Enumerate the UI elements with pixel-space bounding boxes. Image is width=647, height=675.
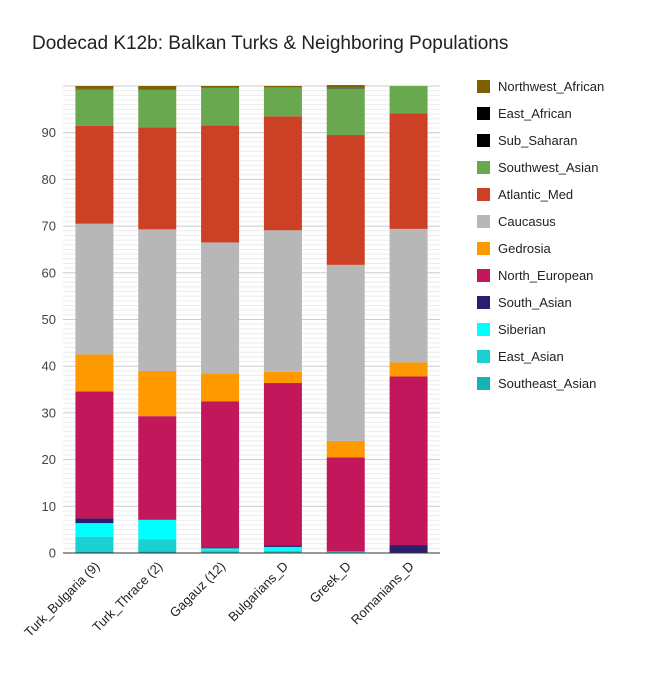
- bar-segment: [263, 86, 302, 88]
- bar-segment: [326, 440, 365, 458]
- x-category-label: Turk_Bulgaria (9): [21, 559, 102, 640]
- bar-segment: [326, 264, 365, 441]
- bar-segment: [75, 391, 114, 519]
- bar-segment: [389, 228, 428, 363]
- legend-swatch: [477, 215, 490, 228]
- bar-segment: [201, 242, 240, 374]
- x-category-label: Gagauz (12): [166, 559, 228, 621]
- legend-swatch: [477, 80, 490, 93]
- bar-segment: [263, 546, 302, 551]
- y-tick-label: 10: [42, 499, 56, 514]
- bar-segment: [138, 89, 177, 128]
- bar-segment: [75, 354, 114, 392]
- legend-label: North_European: [498, 268, 593, 283]
- y-tick-label: 30: [42, 405, 56, 420]
- bar-segment: [138, 519, 177, 540]
- bar-segment: [201, 373, 240, 402]
- bar-segment: [75, 89, 114, 126]
- bar-segment: [326, 85, 365, 88]
- bar-segment: [138, 416, 177, 520]
- legend-label: Northwest_African: [498, 79, 604, 94]
- y-tick-label: 90: [42, 125, 56, 140]
- bar-segment: [201, 86, 240, 88]
- bar-segment: [389, 86, 428, 114]
- legend-label: Atlantic_Med: [498, 187, 573, 202]
- bar-segment: [389, 545, 428, 553]
- bar-segment: [75, 223, 114, 355]
- bar-segment: [326, 88, 365, 136]
- bar-segment: [263, 230, 302, 372]
- bar-segment: [138, 127, 177, 230]
- legend-swatch: [477, 377, 490, 390]
- legend-swatch: [477, 350, 490, 363]
- y-tick-label: 80: [42, 172, 56, 187]
- legend-swatch: [477, 323, 490, 336]
- bar-segment: [263, 116, 302, 231]
- bar-segment: [138, 551, 177, 553]
- bar-segment: [326, 135, 365, 265]
- legend-label: East_Asian: [498, 349, 564, 364]
- legend-label: Sub_Saharan: [498, 133, 578, 148]
- legend-swatch: [477, 296, 490, 309]
- bar-segment: [201, 401, 240, 548]
- legend: Northwest_African East_African Sub_Saharan…: [477, 79, 604, 391]
- bar-segment: [75, 523, 114, 537]
- bar-segment: [263, 383, 302, 546]
- y-tick-label: 50: [42, 312, 56, 327]
- gridlines: [63, 85, 440, 549]
- y-tick-label: 60: [42, 265, 56, 280]
- legend-swatch: [477, 269, 490, 282]
- bar-segment: [389, 362, 428, 377]
- bar-segment: [201, 550, 240, 553]
- chart-title: Dodecad K12b: Balkan Turks & Neighboring…: [32, 33, 509, 54]
- bar-segment: [138, 370, 177, 417]
- x-category-label: Greek_D: [306, 559, 353, 606]
- legend-swatch: [477, 188, 490, 201]
- bar-segment: [263, 87, 302, 117]
- bar-segment: [138, 86, 177, 90]
- legend-swatch: [477, 161, 490, 174]
- legend-swatch: [477, 242, 490, 255]
- y-tick-label: 70: [42, 219, 56, 234]
- bar-segment: [201, 125, 240, 243]
- x-category-label: Bulgarians_D: [225, 559, 291, 625]
- bars: [75, 85, 428, 553]
- bar-segment: [75, 86, 114, 89]
- legend-label: Gedrosia: [498, 241, 552, 256]
- legend-label: Siberian: [498, 322, 546, 337]
- y-tick-label: 20: [42, 452, 56, 467]
- y-tick-label: 40: [42, 359, 56, 374]
- bar-segment: [201, 87, 240, 126]
- bar-segment: [138, 539, 177, 552]
- legend-swatch: [477, 134, 490, 147]
- bar-segment: [138, 229, 177, 371]
- y-tick-label: 0: [49, 546, 56, 561]
- bar-segment: [263, 371, 302, 384]
- legend-label: Southeast_Asian: [498, 376, 596, 391]
- bar-segment: [389, 376, 428, 546]
- legend-label: South_Asian: [498, 295, 572, 310]
- bar-segment: [389, 113, 428, 229]
- y-axis-ticks: 0 10 20 30 40 50 60 70 80 90: [42, 125, 56, 560]
- bar-segment: [201, 547, 240, 549]
- legend-label: Caucasus: [498, 214, 556, 229]
- x-axis-labels: Turk_Bulgaria (9)Turk_Thrace (2) Gagauz (…: [21, 559, 416, 640]
- legend-label: Southwest_Asian: [498, 160, 598, 175]
- bar-segment: [75, 518, 114, 524]
- legend-swatch: [477, 107, 490, 120]
- bar-segment: [263, 545, 302, 547]
- bar-segment: [263, 550, 302, 553]
- bar-segment: [75, 536, 114, 552]
- x-category-label: Romanians_D: [348, 559, 417, 628]
- bar-segment: [201, 548, 240, 551]
- bar-segment: [75, 125, 114, 224]
- bar-segment: [326, 457, 365, 552]
- bar-segment: [75, 551, 114, 553]
- legend-label: East_African: [498, 106, 572, 121]
